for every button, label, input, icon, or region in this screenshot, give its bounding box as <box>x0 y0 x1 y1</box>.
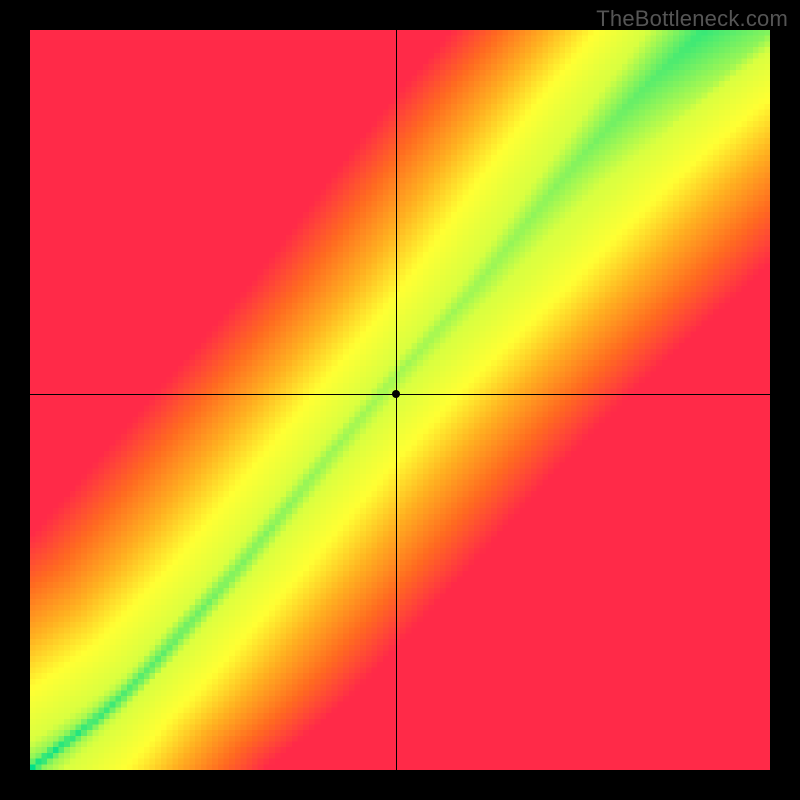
bottleneck-heatmap <box>30 30 770 770</box>
watermark-text: TheBottleneck.com <box>596 6 788 32</box>
chart-container: TheBottleneck.com <box>0 0 800 800</box>
crosshair-marker <box>392 390 400 398</box>
crosshair-vertical <box>396 30 397 770</box>
